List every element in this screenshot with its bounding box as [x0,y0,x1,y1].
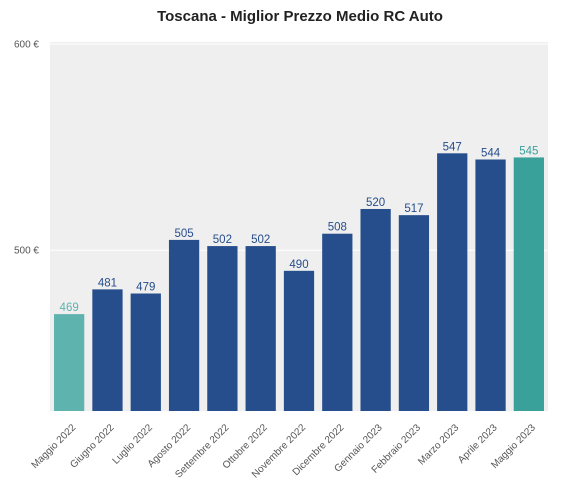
bar [283,270,315,411]
y-axis-ticks: 500 € 600 € [14,40,39,257]
y-tick-label: 500 € [14,246,39,257]
bar [437,153,468,412]
data-label: 505 [174,228,193,240]
bar [245,246,276,411]
x-tick-label: Marzo 2023 [416,422,461,467]
data-label: 479 [136,281,155,293]
data-label: 481 [98,277,117,289]
bar [207,246,238,411]
data-label: 545 [519,145,538,157]
bar [322,233,353,411]
data-label: 502 [213,234,232,246]
bar [92,289,123,411]
data-label: 508 [328,222,347,234]
data-label: 490 [289,259,308,271]
bar [475,159,506,411]
bar [168,239,200,411]
bar [513,157,544,411]
bar [398,215,430,411]
data-label: 502 [251,234,270,246]
bar [54,314,85,411]
data-label: 544 [481,148,501,160]
bar [360,208,391,411]
data-label: 517 [404,203,423,215]
data-label: 547 [443,141,462,153]
y-tick-label: 600 € [14,40,39,51]
value-labels: 469 481 479 505 502 502 490 508 520 517 547 544 545 [60,141,539,314]
bars [54,153,544,412]
chart-title: Toscana - Miglior Prezzo Medio RC Auto [157,8,443,25]
data-label: 469 [60,302,79,314]
bar [130,293,161,411]
data-label: 520 [366,197,385,209]
